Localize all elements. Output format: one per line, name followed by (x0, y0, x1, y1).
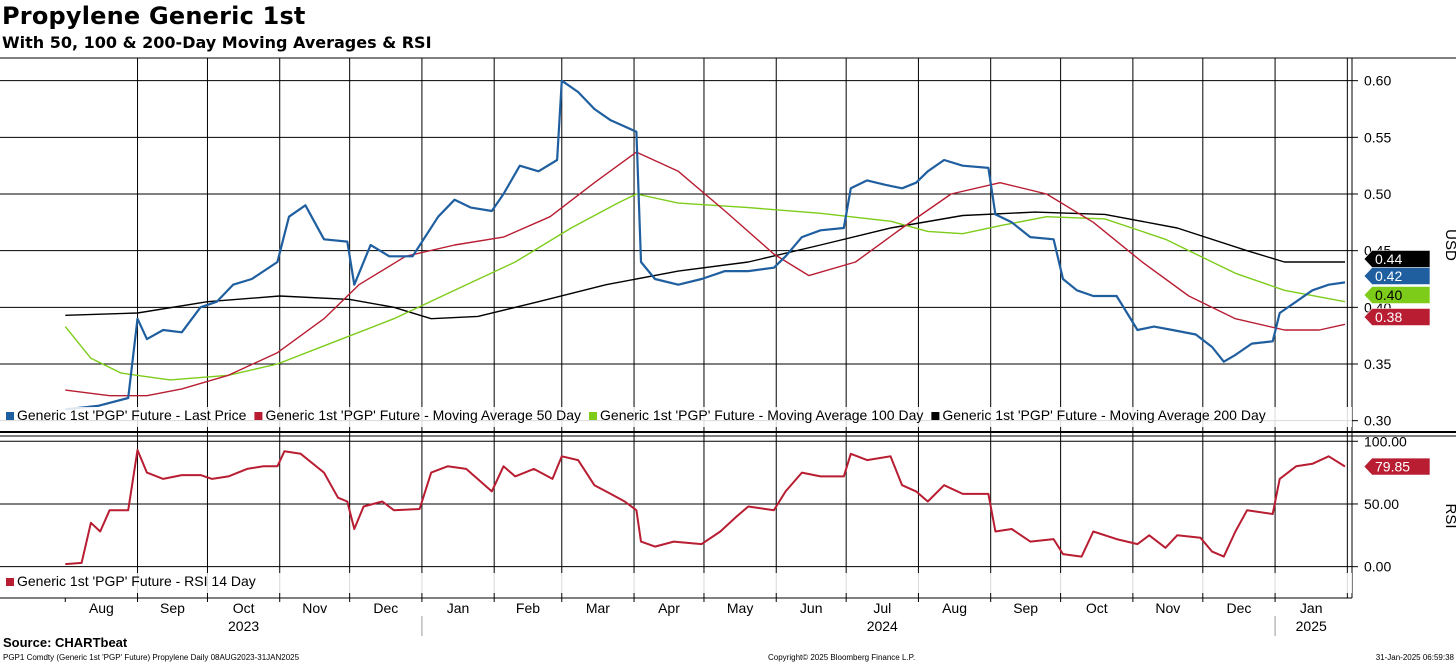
rsi-axis-label: RSI (1442, 503, 1456, 528)
footer-security-info: PGP1 Comdty (Generic 1st 'PGP' Future) P… (3, 653, 300, 662)
legend-label: Generic 1st 'PGP' Future - Moving Averag… (600, 407, 923, 423)
price-y-tick-label: 0.60 (1364, 73, 1391, 89)
footer-copyright: Copyright© 2025 Bloomberg Finance L.P. (768, 653, 916, 662)
last-value-tag-ma100-text: 0.40 (1375, 287, 1402, 303)
x-month-label: Nov (302, 600, 327, 616)
last-value-tag-rsi-text: 79.85 (1375, 459, 1410, 475)
x-month-label: Dec (1226, 600, 1251, 616)
last-value-tag-last-price-text: 0.42 (1375, 268, 1402, 284)
price-y-tick-label: 0.55 (1364, 129, 1391, 145)
last-value-tag-ma100-shape (1363, 286, 1431, 304)
last-value-tag-rsi: 79.85 (1363, 457, 1431, 476)
x-month-label: Dec (373, 600, 398, 616)
x-month-label: Apr (658, 600, 680, 616)
x-month-label: Mar (586, 600, 610, 616)
x-month-label: Oct (233, 600, 255, 616)
legend-label: Generic 1st 'PGP' Future - Moving Averag… (942, 407, 1265, 423)
legend-label: Generic 1st 'PGP' Future - Moving Averag… (265, 407, 581, 423)
series-line-ma200 (65, 211, 1345, 320)
last-value-tag-ma50: 0.38 (1363, 308, 1431, 326)
x-year-label: 2024 (867, 618, 898, 634)
legend-swatch (6, 578, 14, 586)
series-line-ma50 (65, 151, 1346, 397)
last-value-tag-rsi-shape (1363, 457, 1431, 476)
last-value-tag-ma200-text: 0.44 (1375, 251, 1402, 267)
last-value-tag-ma200-shape (1363, 250, 1431, 268)
rsi-y-tick-label: 50.00 (1364, 496, 1399, 512)
series-line-rsi (65, 449, 1346, 566)
x-month-label: Jul (873, 600, 891, 616)
legend-swatch (254, 412, 263, 420)
x-month-label: Sep (1013, 600, 1038, 616)
x-month-label: Nov (1155, 600, 1180, 616)
legend-swatch (931, 412, 940, 420)
legend-swatch (589, 412, 598, 420)
legend-swatch (6, 412, 14, 420)
x-month-label: Feb (516, 600, 540, 616)
x-month-label: Jan (447, 600, 470, 616)
footer-timestamp: 31-Jan-2025 06:59:38 (1375, 653, 1454, 662)
x-month-label: Jun (800, 600, 823, 616)
last-value-tag-ma100: 0.40 (1363, 286, 1431, 304)
x-month-label: May (727, 600, 753, 616)
chart-title: Propylene Generic 1st (2, 2, 306, 30)
x-month-label: Sep (160, 600, 185, 616)
rsi-y-tick-label: 100.00 (1364, 433, 1407, 449)
x-month-label: Oct (1086, 600, 1108, 616)
rsi-legend-background (0, 573, 1352, 593)
source-note: Source: CHARTbeat (3, 635, 128, 650)
x-month-label: Jan (1300, 600, 1323, 616)
price-y-tick-label: 0.30 (1364, 413, 1391, 429)
price-axis-label: USD (1442, 229, 1456, 261)
price-y-tick-label: 0.50 (1364, 186, 1391, 202)
last-value-tag-ma200: 0.44 (1363, 250, 1431, 268)
x-month-label: Aug (89, 600, 114, 616)
last-value-tag-last-price: 0.42 (1363, 267, 1431, 285)
legend-label: Generic 1st 'PGP' Future - Last Price (17, 407, 247, 423)
rsi-y-tick-label: 0.00 (1364, 559, 1391, 575)
series-line-last-price (65, 79, 1346, 411)
last-value-tag-ma50-shape (1363, 308, 1431, 326)
last-value-tag-last-price-shape (1363, 267, 1431, 285)
series-line-ma100 (64, 193, 1346, 381)
chart-canvas: 0.300.350.400.450.500.550.600.0050.00100… (0, 57, 1456, 636)
price-legend-background (0, 407, 1352, 427)
x-month-label: Aug (942, 600, 967, 616)
legend-label: Generic 1st 'PGP' Future - RSI 14 Day (17, 573, 256, 589)
chart-subtitle: With 50, 100 & 200-Day Moving Averages &… (2, 33, 432, 52)
last-value-tag-ma50-text: 0.38 (1375, 309, 1402, 325)
price-y-tick-label: 0.35 (1364, 356, 1391, 372)
x-year-label: 2025 (1296, 618, 1327, 634)
x-year-label: 2023 (228, 618, 259, 634)
